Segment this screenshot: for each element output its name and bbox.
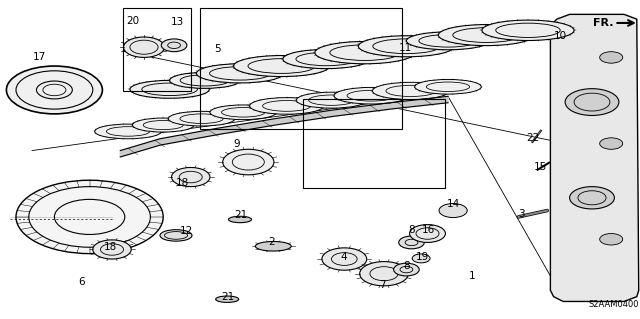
Ellipse shape bbox=[161, 39, 187, 52]
Ellipse shape bbox=[16, 180, 163, 254]
Text: FR.: FR. bbox=[593, 18, 613, 28]
Ellipse shape bbox=[358, 36, 454, 57]
Ellipse shape bbox=[95, 124, 161, 139]
Ellipse shape bbox=[196, 64, 284, 83]
Ellipse shape bbox=[172, 167, 210, 187]
Text: 3: 3 bbox=[518, 209, 525, 219]
Ellipse shape bbox=[255, 241, 291, 251]
Ellipse shape bbox=[315, 41, 415, 64]
Text: 21: 21 bbox=[221, 292, 234, 302]
Text: 2: 2 bbox=[269, 237, 275, 248]
Text: 6: 6 bbox=[79, 277, 85, 287]
Text: 15: 15 bbox=[534, 161, 547, 172]
Text: 7: 7 bbox=[379, 279, 385, 290]
Ellipse shape bbox=[168, 111, 235, 126]
Text: 11: 11 bbox=[399, 43, 412, 54]
Ellipse shape bbox=[234, 56, 330, 77]
Ellipse shape bbox=[334, 87, 408, 104]
Text: 5: 5 bbox=[214, 44, 221, 55]
Ellipse shape bbox=[296, 92, 367, 108]
Ellipse shape bbox=[160, 230, 192, 241]
Ellipse shape bbox=[412, 254, 430, 263]
Ellipse shape bbox=[570, 187, 614, 209]
Ellipse shape bbox=[415, 79, 481, 94]
Text: 12: 12 bbox=[180, 226, 193, 236]
Text: 1: 1 bbox=[469, 271, 476, 281]
Text: 21: 21 bbox=[234, 210, 247, 220]
Ellipse shape bbox=[250, 98, 324, 114]
Ellipse shape bbox=[93, 240, 131, 259]
Text: S2AAM0400: S2AAM0400 bbox=[588, 300, 639, 309]
Text: 8: 8 bbox=[403, 261, 410, 271]
Ellipse shape bbox=[132, 118, 194, 132]
Ellipse shape bbox=[283, 49, 370, 69]
Ellipse shape bbox=[372, 82, 449, 100]
Ellipse shape bbox=[406, 32, 490, 50]
Ellipse shape bbox=[6, 66, 102, 114]
Text: 18: 18 bbox=[176, 178, 189, 189]
Ellipse shape bbox=[439, 204, 467, 218]
Ellipse shape bbox=[482, 20, 574, 41]
Ellipse shape bbox=[210, 105, 276, 120]
Text: 19: 19 bbox=[416, 252, 429, 262]
Text: 22: 22 bbox=[526, 133, 539, 143]
Ellipse shape bbox=[600, 52, 623, 63]
Polygon shape bbox=[120, 96, 448, 157]
Text: 8: 8 bbox=[408, 225, 415, 235]
Ellipse shape bbox=[322, 248, 367, 270]
Text: 14: 14 bbox=[447, 198, 460, 209]
Ellipse shape bbox=[600, 138, 623, 149]
Ellipse shape bbox=[360, 262, 408, 286]
Ellipse shape bbox=[130, 80, 209, 98]
Text: 9: 9 bbox=[234, 139, 240, 149]
Ellipse shape bbox=[600, 234, 623, 245]
Text: 17: 17 bbox=[33, 52, 46, 63]
Text: 16: 16 bbox=[422, 225, 435, 235]
Ellipse shape bbox=[170, 72, 240, 88]
PathPatch shape bbox=[550, 14, 639, 301]
Ellipse shape bbox=[216, 296, 239, 302]
Ellipse shape bbox=[410, 225, 445, 242]
Ellipse shape bbox=[228, 216, 252, 223]
Ellipse shape bbox=[394, 263, 419, 276]
Ellipse shape bbox=[438, 25, 534, 46]
Ellipse shape bbox=[223, 149, 274, 175]
Text: 13: 13 bbox=[171, 17, 184, 27]
Text: 10: 10 bbox=[554, 31, 567, 41]
Text: 20: 20 bbox=[127, 16, 140, 26]
Text: 4: 4 bbox=[340, 252, 347, 262]
Text: 18: 18 bbox=[104, 242, 116, 252]
Ellipse shape bbox=[565, 89, 619, 115]
Ellipse shape bbox=[124, 37, 164, 57]
Ellipse shape bbox=[399, 236, 424, 249]
